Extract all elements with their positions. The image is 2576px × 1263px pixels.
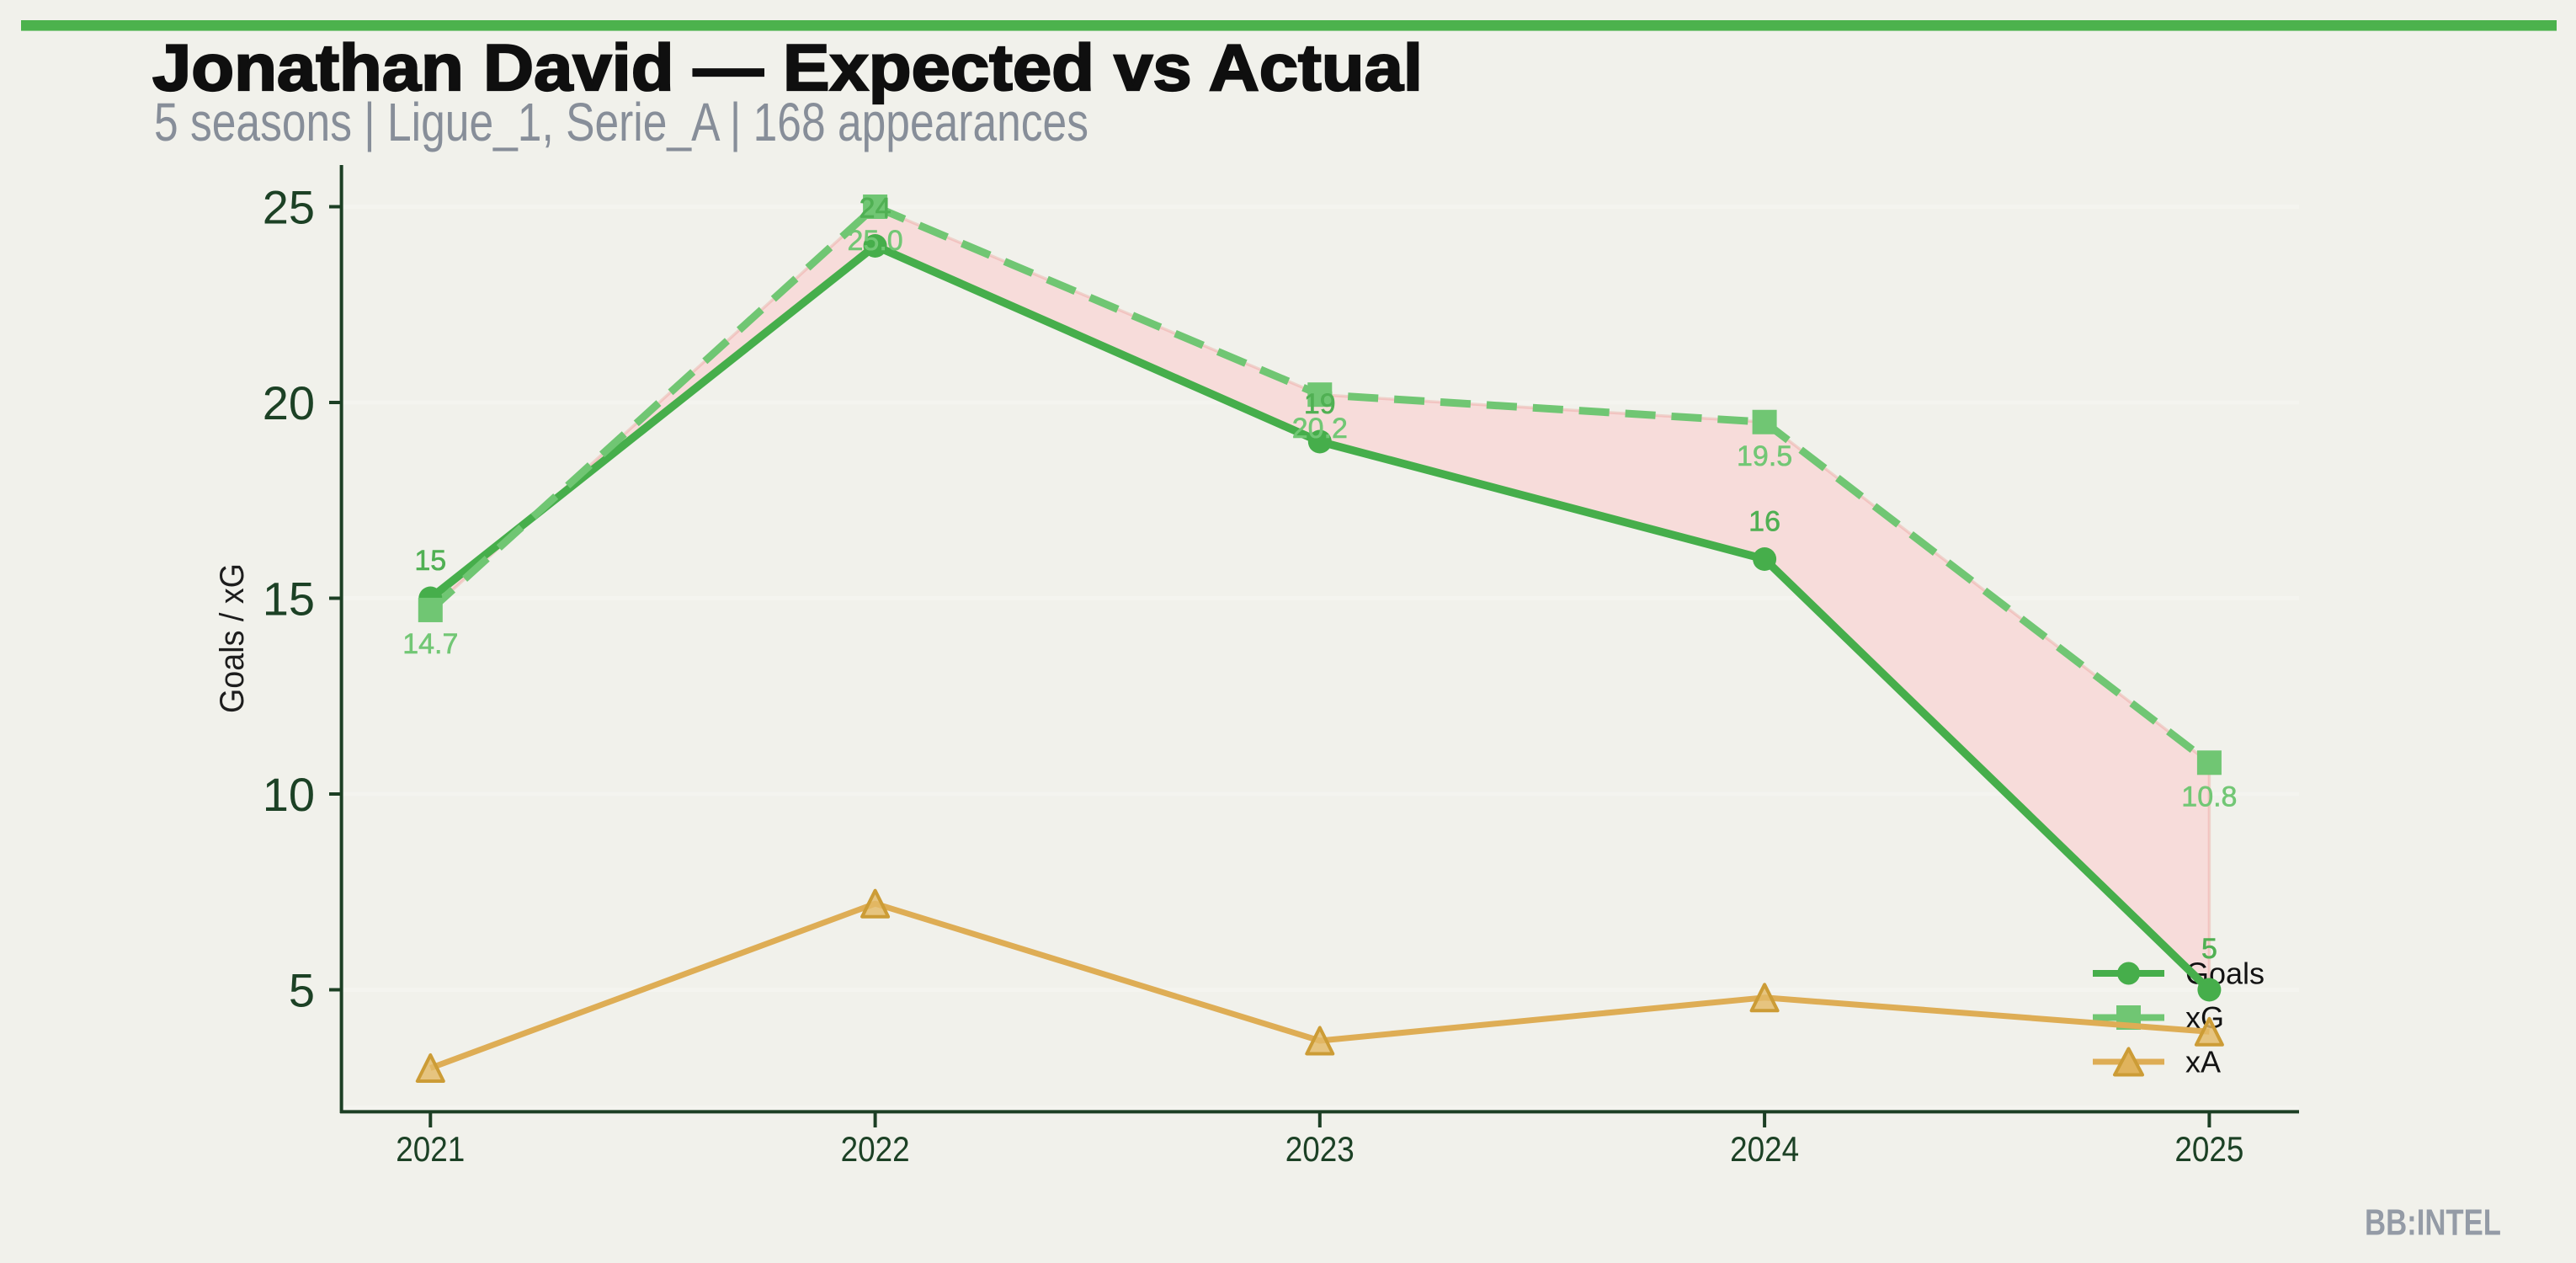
svg-text:5: 5: [2201, 933, 2217, 965]
svg-text:20.2: 20.2: [1292, 413, 1348, 445]
svg-text:25.0: 25.0: [848, 225, 903, 257]
svg-text:2021: 2021: [396, 1129, 465, 1169]
svg-text:20: 20: [263, 376, 315, 429]
svg-text:Jonathan David — Expected vs A: Jonathan David — Expected vs Actual: [152, 30, 1423, 104]
svg-text:10: 10: [263, 768, 315, 821]
svg-text:10.8: 10.8: [2181, 781, 2237, 813]
svg-text:19.5: 19.5: [1737, 440, 1792, 472]
svg-text:BB:INTEL: BB:INTEL: [2365, 1202, 2501, 1244]
svg-text:Goals / xG: Goals / xG: [214, 563, 251, 713]
svg-text:2022: 2022: [841, 1129, 910, 1169]
svg-text:25: 25: [263, 181, 315, 234]
svg-text:5 seasons | Ligue_1, Serie_A |: 5 seasons | Ligue_1, Serie_A | 168 appea…: [154, 92, 1088, 152]
svg-text:2023: 2023: [1285, 1129, 1355, 1169]
svg-text:15: 15: [414, 545, 446, 577]
svg-text:2024: 2024: [1730, 1129, 1799, 1169]
svg-text:2025: 2025: [2174, 1129, 2243, 1169]
svg-text:xA: xA: [2185, 1045, 2221, 1079]
svg-text:5: 5: [289, 964, 315, 1017]
svg-text:16: 16: [1748, 506, 1780, 538]
svg-text:15: 15: [263, 573, 315, 626]
svg-text:19: 19: [1304, 388, 1336, 420]
svg-text:24: 24: [860, 193, 891, 225]
svg-text:14.7: 14.7: [402, 628, 458, 660]
